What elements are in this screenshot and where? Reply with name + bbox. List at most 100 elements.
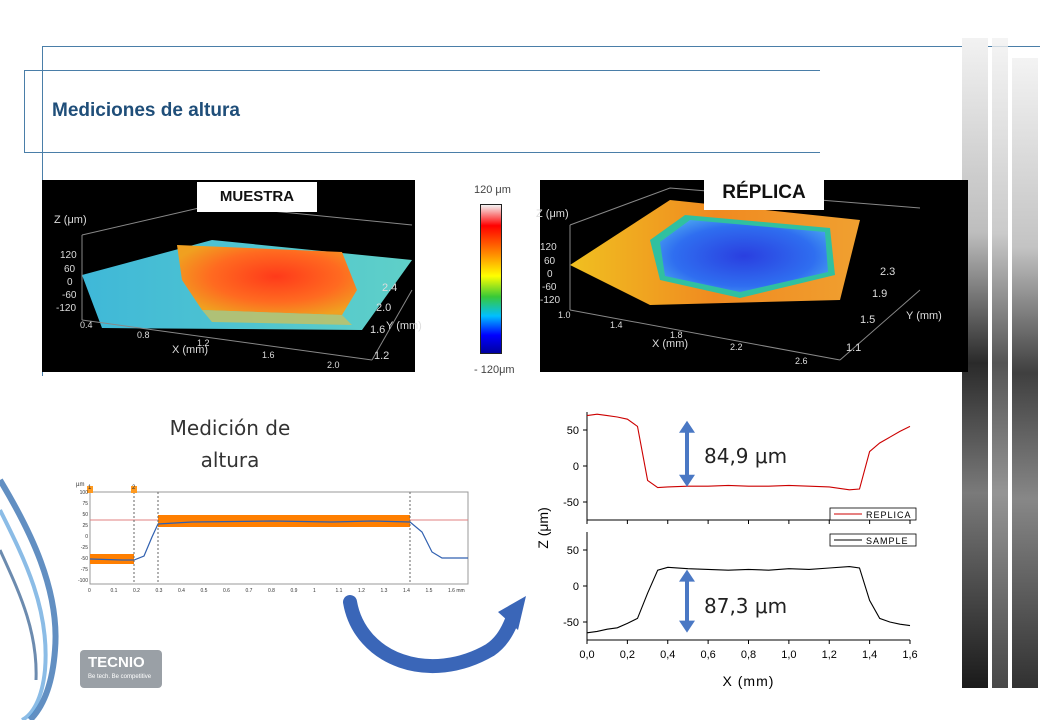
profile-x-tick: 0.6 [223,588,230,594]
z-tick: 60 [544,256,556,267]
profile-x-tick: 1.3 [380,588,388,594]
x-tick-label: 1,2 [822,649,837,661]
tecnio-logo: TECNIO Be tech. Be competitive [80,650,162,688]
profile-x-tick: 0.1 [110,588,118,594]
height-annotation: 87,3 μm [704,594,787,618]
x-tick: 0.8 [137,330,150,340]
x-tick-label: 0,6 [700,649,715,661]
profile-y-tick: -75 [80,567,88,573]
profile-x-tick: 0.9 [290,588,298,594]
z-tick: 120 [60,250,77,261]
x-tick-label: 1,6 [902,649,917,661]
x-tick: 2.6 [795,356,808,366]
x-tick: 1.4 [610,320,623,330]
profile-x-tick: 0 [88,588,91,594]
y-tick: 1.5 [860,314,876,326]
x-tick-label: 0,0 [579,649,594,661]
profile-x-tick: 1.5 [425,588,433,594]
height-arrow-head [679,474,695,487]
z-tick: -120 [56,303,77,314]
z-tick: 0 [67,277,73,288]
x-tick: 1.6 [262,350,275,360]
x-tick: 1.8 [670,330,683,340]
legend-label: SAMPLE [866,536,909,546]
profile-y-tick: 0 [85,534,88,540]
y-axis-title: Z (μm) [535,507,551,549]
profile-x-tick: 0.4 [178,588,185,594]
z-tick: -120 [540,295,561,306]
title-frame-left [24,70,25,152]
muestra-label: MUESTRA [197,182,317,212]
measurement-label: Medición de altura [169,416,291,472]
y-tick-label: 0 [573,581,579,593]
y-tick: 1.6 [370,324,386,336]
x-tick: 0.4 [80,320,93,330]
x-tick: 1.2 [197,338,210,348]
tecnio-logo-name: TECNIO [88,654,145,671]
x-tick: 1.0 [558,310,571,320]
curved-arrow [343,595,526,673]
x-tick-label: 0,2 [620,649,635,661]
title-frame-bottom [24,152,820,153]
z-axis-label: Z (μm) [536,208,569,220]
profile-y-tick: 75 [82,501,88,507]
profile-x-tick: 0.3 [155,588,163,594]
top-frame-line [42,46,1040,47]
profile-y-tick: -50 [80,556,88,562]
y-tick-label: 50 [567,545,579,557]
surface-image-replica: Z (μm) 120 60 0 -60 -120 1.0 1.4 1.8 X (… [536,180,968,372]
height-annotation: 84,9 μm [704,444,787,468]
y-tick: 1.9 [872,288,888,300]
y-axis-label: Y (mm) [386,320,422,332]
x-axis-label: X (mm) [652,338,689,350]
y-axis-label: Y (mm) [906,310,942,322]
x-axis-label: X (mm) [172,344,209,356]
z-tick: -60 [542,282,557,293]
x-tick-label: 1,4 [862,649,877,661]
y-tick: 1.2 [374,350,390,362]
z-tick: 0 [547,269,553,280]
y-tick-label: 50 [567,425,579,437]
profile-x-tick: 0.2 [133,588,140,594]
decorative-swirl [0,478,59,720]
z-tick: -60 [62,290,77,301]
profile-x-tick: 1.2 [358,588,365,594]
profile-y-tick: 25 [82,523,88,529]
y-tick-label: 0 [573,461,579,473]
tecnio-logo-tagline: Be tech. Be competitive [88,674,152,680]
colorbar-bottom-label: - 120μm [474,364,515,376]
cursor-label: 1 [88,485,92,491]
z-tick: 120 [540,242,557,253]
y-tick: 1.1 [846,342,862,354]
surface-plot-muestra [81,204,413,361]
profile-y-tick: -100 [77,578,88,584]
colorbar-top-label: 120 μm [474,184,511,196]
profile-measurement-plot: 1 2 µm 100 75 50 25 0 -25 -50 -75 -100 0 0.1 0.2 0.… [72,482,482,602]
series-line-sample [586,566,911,634]
title-frame-top [24,70,820,71]
y-tick-label: -50 [563,497,579,509]
x-tick-label: 0,8 [741,649,756,661]
profile-x-tick: 0.5 [200,588,208,594]
profile-y-tick: 50 [82,512,88,518]
profile-unit-label: µm [76,482,85,488]
surface-image-muestra: Z (μm) 120 60 0 -60 -120 0.4 0.8 1.2 X (… [42,180,422,372]
profile-x-tick: 0.8 [268,588,275,594]
replica-label: RÉPLICA [704,176,824,210]
cursor-label: 2 [132,485,136,491]
x-tick-label: 0,4 [660,649,675,661]
x-tick: 2.2 [730,342,743,352]
profile-y-tick: 100 [79,490,88,496]
y-tick: 2.0 [376,302,392,314]
profile-line-chart: 50 0 -50 REPLICA 84,9 μm 50 0 -50 SAMPLE 87,3 μm 0… [535,412,918,689]
x-tick-label: 1,0 [781,649,796,661]
z-axis-label: Z (μm) [54,214,87,226]
profile-x-tick: 1 [313,588,316,594]
z-tick: 60 [64,264,76,275]
legend-box [829,533,917,547]
y-tick-label: -50 [563,617,579,629]
height-arrow-head [679,420,695,433]
profile-plot-svg [87,486,469,585]
profile-x-tick: 1.1 [335,588,343,594]
profile-x-tick: 1.6 mm [448,588,465,594]
